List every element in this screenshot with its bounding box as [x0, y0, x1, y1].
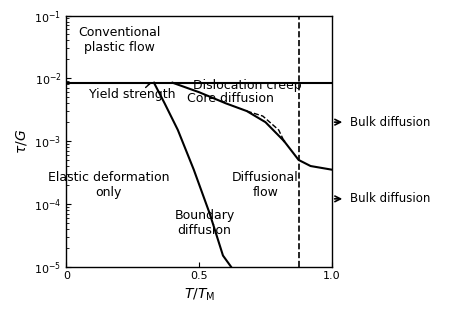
Text: Conventional
plastic flow: Conventional plastic flow [78, 26, 161, 55]
Text: Yield strength: Yield strength [89, 83, 175, 101]
Text: Boundary
diffusion: Boundary diffusion [174, 209, 235, 237]
Text: Elastic deformation
only: Elastic deformation only [48, 171, 170, 199]
Text: Bulk diffusion: Bulk diffusion [350, 192, 431, 205]
Text: Bulk diffusion: Bulk diffusion [350, 116, 431, 129]
X-axis label: $T/T_\mathrm{M}$: $T/T_\mathrm{M}$ [183, 287, 215, 303]
Text: Core diffusion: Core diffusion [188, 92, 274, 105]
Y-axis label: $\tau/G$: $\tau/G$ [14, 129, 28, 153]
Text: Diffusional
flow: Diffusional flow [232, 171, 299, 199]
Text: Dislocation creep: Dislocation creep [192, 79, 301, 92]
